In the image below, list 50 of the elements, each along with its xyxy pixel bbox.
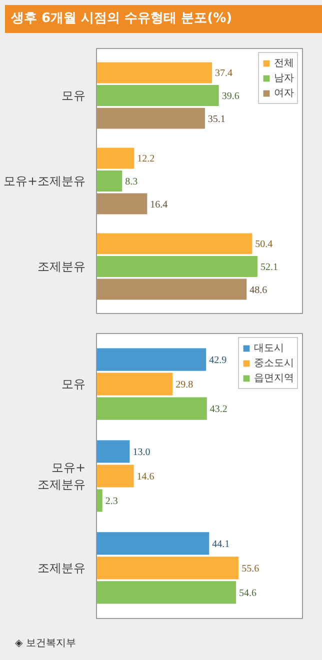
bar <box>96 108 205 129</box>
bar <box>96 464 134 488</box>
data-label: 55.6 <box>242 563 260 574</box>
bar <box>96 170 122 192</box>
legend-label: 전체 <box>274 57 294 70</box>
data-label: 43.2 <box>210 404 228 416</box>
data-label: 48.6 <box>250 284 268 296</box>
data-label: 50.4 <box>255 239 273 250</box>
chart-title: 생후 6개월 시점의 수유형태 분포(%) <box>11 10 232 28</box>
data-label: 16.4 <box>150 199 168 210</box>
bar <box>96 233 252 254</box>
y-tick-label: 모유 <box>62 88 86 103</box>
bar <box>96 489 102 512</box>
bar <box>96 581 236 604</box>
legend-label: 남자 <box>274 72 294 85</box>
bar <box>96 62 212 84</box>
data-label: 39.6 <box>222 91 240 102</box>
legend-label: 여자 <box>274 87 294 100</box>
bar <box>96 348 206 371</box>
bar <box>96 193 148 214</box>
data-label: 29.8 <box>176 380 194 391</box>
y-tick-label: 모유+ 조제분유 <box>38 460 86 492</box>
y-tick-label: 모유+조제분유 <box>3 174 86 188</box>
data-label: 44.1 <box>212 538 230 550</box>
bar <box>96 256 258 277</box>
data-label: 12.2 <box>137 154 155 165</box>
bar <box>96 372 173 396</box>
bar <box>96 532 210 555</box>
legend-label: 대도시 <box>254 342 284 355</box>
data-label: 42.9 <box>209 355 227 366</box>
bar <box>96 278 247 300</box>
data-label: 35.1 <box>208 114 226 125</box>
data-label: 2.3 <box>105 496 118 508</box>
y-tick-label: 모유 <box>62 377 86 392</box>
data-label: 8.3 <box>125 176 138 188</box>
data-label: 54.6 <box>239 588 257 599</box>
bar <box>96 440 130 463</box>
data-label: 52.1 <box>260 262 278 273</box>
legend-label: 중소도시 <box>254 357 294 370</box>
bar <box>96 556 239 580</box>
y-tick-label: 조제분유 <box>38 560 86 575</box>
data-label: 14.6 <box>136 472 154 482</box>
data-label: 13.0 <box>132 446 150 458</box>
data-label: 37.4 <box>215 68 233 80</box>
legend-label: 읍면지역 <box>254 372 294 385</box>
text: ◈ 보건복지부 <box>15 637 76 651</box>
bar <box>96 85 219 106</box>
bar <box>96 397 207 420</box>
bar <box>96 148 134 169</box>
y-tick-label: 조제분유 <box>38 259 86 274</box>
